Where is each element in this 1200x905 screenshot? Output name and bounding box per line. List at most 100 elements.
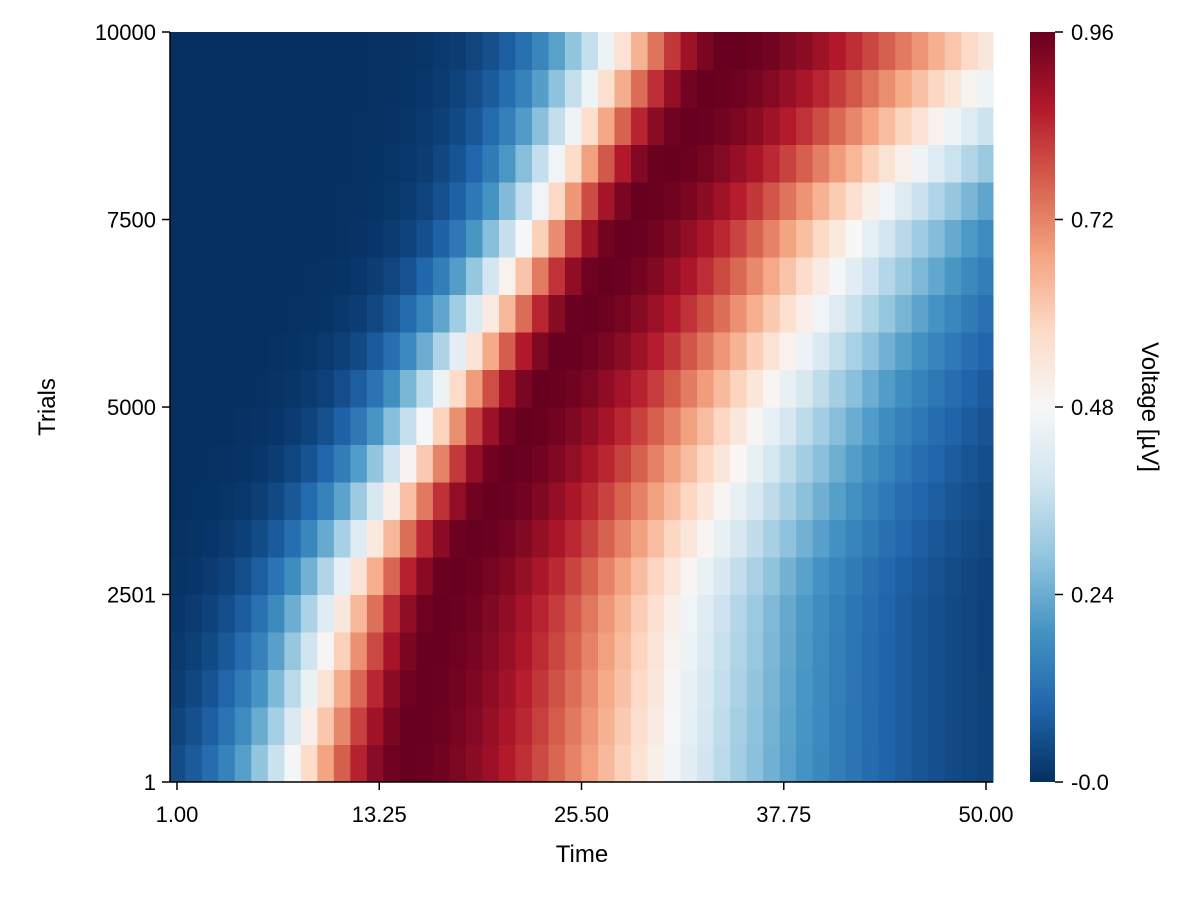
- heatmap-cell: [878, 519, 896, 558]
- heatmap-cell: [647, 219, 665, 258]
- heatmap-cell: [449, 519, 467, 558]
- heatmap-cell: [515, 219, 533, 258]
- heatmap-cell: [333, 557, 351, 595]
- heatmap-cell: [631, 482, 649, 520]
- heatmap-cell: [317, 557, 335, 595]
- heatmap-cell: [449, 144, 467, 183]
- heatmap-cell: [399, 219, 417, 258]
- heatmap-cell: [862, 257, 880, 295]
- heatmap-cell: [911, 707, 929, 745]
- heatmap-cell: [251, 407, 269, 445]
- heatmap-cell: [432, 32, 450, 70]
- heatmap-cell: [185, 594, 203, 633]
- heatmap-cell: [746, 519, 764, 558]
- heatmap-cell: [416, 444, 434, 483]
- heatmap-cell: [581, 69, 599, 108]
- heatmap-cell: [796, 369, 814, 408]
- heatmap-cell: [928, 32, 946, 70]
- heatmap-cell: [317, 707, 335, 745]
- heatmap-cell: [631, 744, 649, 783]
- heatmap-cell: [416, 519, 434, 558]
- heatmap-cell: [647, 482, 665, 520]
- heatmap-cell: [201, 32, 219, 70]
- heatmap-cell: [201, 557, 219, 595]
- heatmap-cell: [680, 32, 698, 70]
- heatmap-cell: [730, 444, 748, 483]
- heatmap-cell: [961, 332, 979, 370]
- heatmap-cell: [383, 594, 401, 633]
- heatmap-cell: [251, 144, 269, 183]
- heatmap-cell: [895, 107, 913, 145]
- heatmap-cell: [614, 107, 632, 145]
- x-tick-label: 37.75: [756, 802, 811, 827]
- heatmap-cell: [284, 519, 302, 558]
- heatmap-cell: [482, 594, 500, 633]
- heatmap-cell: [862, 369, 880, 408]
- heatmap-cell: [185, 219, 203, 258]
- heatmap-cell: [482, 482, 500, 520]
- heatmap-cell: [796, 219, 814, 258]
- heatmap-cell: [284, 219, 302, 258]
- heatmap-cell: [796, 332, 814, 370]
- heatmap-cell: [647, 744, 665, 783]
- heatmap-cell: [234, 219, 252, 258]
- heatmap-cell: [631, 369, 649, 408]
- heatmap-cell: [185, 519, 203, 558]
- heatmap-cell: [515, 519, 533, 558]
- heatmap-cell: [399, 144, 417, 183]
- heatmap-cell: [548, 219, 566, 258]
- heatmap-cell: [581, 557, 599, 595]
- heatmap-cell: [498, 519, 516, 558]
- heatmap-cell: [746, 407, 764, 445]
- heatmap-cell: [614, 32, 632, 70]
- heatmap-cell: [977, 557, 994, 595]
- heatmap-cell: [234, 294, 252, 333]
- heatmap-cell: [961, 444, 979, 483]
- heatmap-cell: [300, 594, 318, 633]
- heatmap-cell: [218, 182, 236, 220]
- heatmap-cell: [779, 144, 797, 183]
- heatmap-cell: [267, 144, 285, 183]
- heatmap-cell: [185, 669, 203, 708]
- heatmap-cell: [201, 107, 219, 145]
- heatmap-cell: [647, 69, 665, 108]
- heatmap-cell: [185, 107, 203, 145]
- heatmap-cell: [961, 407, 979, 445]
- heatmap-cell: [432, 219, 450, 258]
- heatmap-cell: [664, 107, 682, 145]
- heatmap-cell: [482, 444, 500, 483]
- heatmap-cell: [977, 482, 994, 520]
- heatmap-cell: [697, 369, 715, 408]
- heatmap-cell: [680, 69, 698, 108]
- heatmap-cell: [201, 219, 219, 258]
- heatmap-cell: [416, 707, 434, 745]
- heatmap-cell: [548, 32, 566, 70]
- heatmap-cell: [779, 294, 797, 333]
- heatmap-cell: [647, 257, 665, 295]
- heatmap-cell: [218, 407, 236, 445]
- heatmap-cell: [267, 632, 285, 670]
- heatmap-cell: [234, 707, 252, 745]
- heatmap-cell: [432, 332, 450, 370]
- heatmap-cell: [581, 632, 599, 670]
- heatmap-cell: [581, 669, 599, 708]
- heatmap-cell: [845, 332, 863, 370]
- heatmap-cell: [895, 219, 913, 258]
- heatmap-cell: [647, 332, 665, 370]
- colorbar-label: Voltage [µV]: [1136, 342, 1163, 472]
- heatmap-cell: [531, 407, 549, 445]
- heatmap-cell: [432, 69, 450, 108]
- heatmap-cell: [185, 444, 203, 483]
- heatmap-cell: [234, 107, 252, 145]
- heatmap-cell: [895, 332, 913, 370]
- heatmap-cell: [234, 369, 252, 408]
- heatmap-cell: [614, 257, 632, 295]
- heatmap-cell: [366, 332, 384, 370]
- heatmap-cell: [664, 182, 682, 220]
- heatmap-cell: [812, 632, 830, 670]
- heatmap-cell: [977, 407, 994, 445]
- heatmap-cell: [829, 107, 847, 145]
- heatmap-cell: [515, 257, 533, 295]
- heatmap-cell: [482, 519, 500, 558]
